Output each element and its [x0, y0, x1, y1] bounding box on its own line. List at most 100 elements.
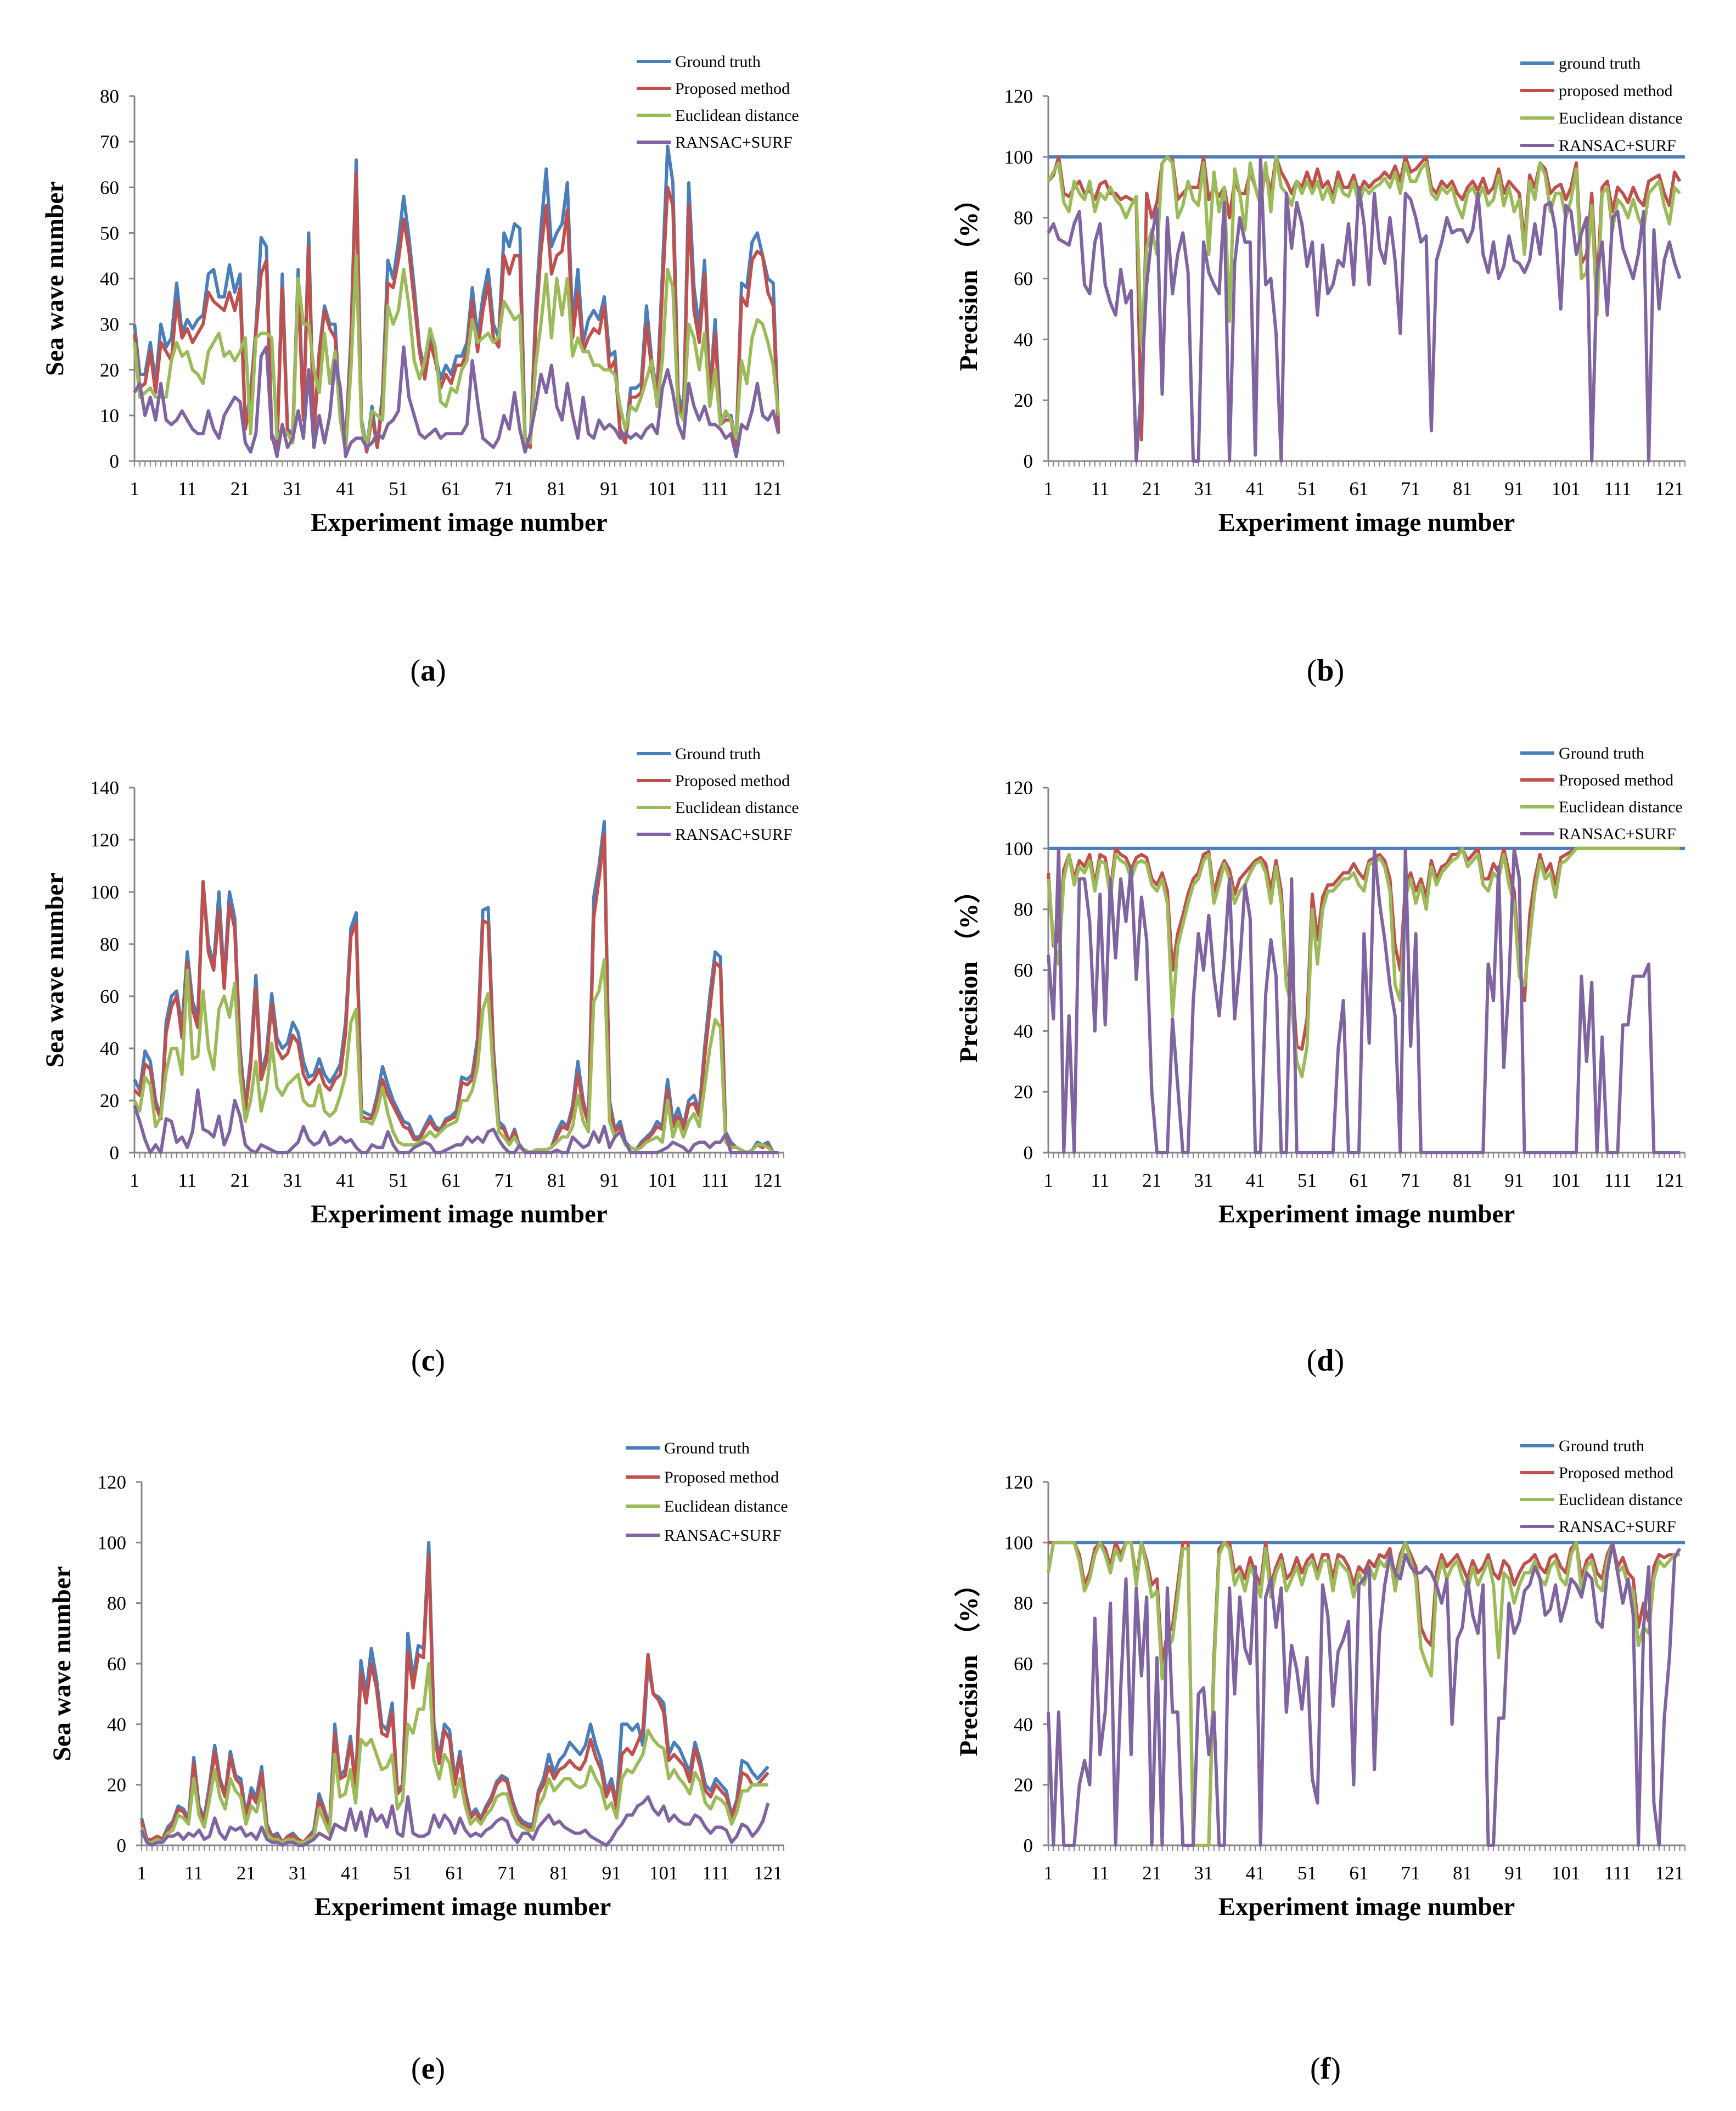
x-tick-label: 61 — [445, 1862, 464, 1884]
y-tick-label: 0 — [1024, 451, 1033, 472]
x-tick-label: 101 — [1552, 1170, 1581, 1191]
panel-caption-open: ( — [1310, 2052, 1321, 2086]
legend-label: Ground truth — [664, 1439, 750, 1457]
panel-caption-close: ) — [435, 2052, 445, 2086]
x-tick-label: 91 — [1504, 1862, 1524, 1884]
x-tick-label: 101 — [649, 1862, 678, 1884]
y-tick-label: 20 — [107, 1775, 126, 1796]
panel-caption: (a) — [410, 654, 446, 688]
series-line-euclidean-distance — [133, 958, 779, 1154]
y-axis-title: Precision （%） — [954, 878, 983, 1063]
y-tick-label: 40 — [107, 1714, 126, 1735]
x-tick-label: 41 — [341, 1862, 360, 1884]
legend-label: proposed method — [1559, 82, 1672, 100]
y-tick-label: 60 — [1014, 268, 1033, 290]
x-axis-title: Experiment image number — [1218, 508, 1515, 537]
x-tick-label: 51 — [1297, 478, 1317, 499]
x-tick-label: 61 — [1349, 1862, 1368, 1884]
legend-label: Proposed method — [1559, 1464, 1673, 1482]
x-tick-label: 31 — [283, 478, 302, 499]
x-tick-label: 71 — [497, 1862, 516, 1884]
y-tick-label: 60 — [100, 986, 119, 1007]
y-tick-label: 20 — [100, 1090, 119, 1111]
x-tick-label: 111 — [702, 1862, 729, 1884]
x-tick-label: 21 — [1142, 478, 1161, 499]
series-line-ransac-surf — [1047, 1541, 1682, 1847]
x-tick-label: 61 — [442, 478, 461, 499]
series-line-ransac-surf — [1047, 155, 1682, 463]
x-tick-label: 61 — [1349, 1170, 1368, 1191]
panel-caption: (b) — [1307, 654, 1344, 688]
legend-label: RANSAC+SURF — [675, 133, 793, 151]
legend: Ground truth Proposed method Euclidean dis… — [1520, 744, 1683, 843]
legend-label: RANSAC+SURF — [1559, 137, 1676, 155]
x-tick-label: 71 — [495, 1170, 514, 1191]
x-tick-label: 121 — [754, 1862, 783, 1884]
y-tick-label: 120 — [1004, 1472, 1033, 1493]
y-axis-title: Sea wave number — [41, 181, 69, 376]
y-tick-label: 40 — [100, 1038, 119, 1059]
panel-caption-letter: c — [422, 1344, 435, 1378]
series-line-proposed-method — [140, 1553, 769, 1844]
panel-caption-close: ) — [436, 654, 446, 688]
y-tick-label: 100 — [91, 882, 120, 903]
panel-caption-open: ( — [411, 1344, 422, 1378]
y-tick-label: 0 — [1024, 1142, 1033, 1164]
panel-caption: (e) — [411, 2052, 445, 2086]
series-line-ransac-surf — [133, 345, 780, 458]
y-tick-label: 100 — [1004, 838, 1033, 860]
x-tick-label: 101 — [1552, 1862, 1581, 1884]
x-tick-label: 41 — [1246, 478, 1265, 499]
y-tick-label: 20 — [100, 360, 119, 381]
x-tick-label: 81 — [1453, 478, 1472, 499]
legend-label: Proposed method — [1559, 771, 1673, 789]
x-tick-label: 21 — [231, 1170, 250, 1191]
x-tick-label: 41 — [336, 478, 355, 499]
legend-label: Proposed method — [675, 80, 790, 98]
panel-caption-open: ( — [1307, 1344, 1317, 1378]
legend-label: Euclidean distance — [675, 799, 799, 817]
legend: ground truth proposed method Euclidean dis… — [1520, 54, 1683, 155]
x-tick-label: 51 — [1297, 1862, 1317, 1884]
x-tick-label: 71 — [1401, 478, 1420, 499]
legend-label: Euclidean distance — [1559, 798, 1683, 816]
legend: Ground truth Proposed method Euclidean dis… — [626, 1439, 788, 1545]
panel-caption-open: ( — [411, 2052, 422, 2086]
y-tick-label: 80 — [100, 934, 119, 955]
x-tick-label: 111 — [701, 1170, 729, 1191]
x-tick-label: 11 — [1091, 1862, 1109, 1884]
x-tick-label: 81 — [547, 478, 566, 499]
legend: Ground truth Proposed method Euclidean dis… — [637, 745, 799, 844]
series-line-euclidean-distance — [133, 254, 780, 454]
legend-label: Euclidean distance — [1559, 109, 1683, 127]
series-line-euclidean-distance — [1047, 155, 1681, 347]
x-axis-title: Experiment image number — [311, 508, 607, 537]
x-tick-label: 51 — [389, 478, 408, 499]
y-tick-label: 100 — [1004, 1532, 1033, 1553]
x-tick-label: 21 — [237, 1862, 256, 1884]
panel-caption-open: ( — [410, 654, 420, 688]
x-tick-label: 91 — [602, 1862, 621, 1884]
x-tick-label: 81 — [549, 1862, 569, 1884]
x-tick-label: 71 — [495, 478, 514, 499]
legend-label: Ground truth — [1559, 744, 1644, 762]
y-tick-label: 120 — [1004, 777, 1033, 799]
legend-label: RANSAC+SURF — [1559, 825, 1676, 843]
y-tick-label: 30 — [100, 314, 119, 335]
y-tick-label: 120 — [98, 1472, 127, 1493]
y-tick-label: 20 — [1014, 1081, 1033, 1103]
series-line-ground-truth — [133, 819, 779, 1154]
y-tick-label: 40 — [100, 268, 119, 290]
x-tick-label: 61 — [442, 1170, 461, 1191]
x-tick-label: 51 — [393, 1862, 412, 1884]
x-tick-label: 121 — [1655, 1170, 1684, 1191]
x-tick-label: 11 — [178, 478, 196, 499]
x-tick-label: 81 — [1453, 1170, 1472, 1191]
series-line-proposed-method — [133, 172, 780, 454]
x-tick-label: 91 — [600, 478, 619, 499]
x-tick-label: 31 — [1194, 1862, 1213, 1884]
